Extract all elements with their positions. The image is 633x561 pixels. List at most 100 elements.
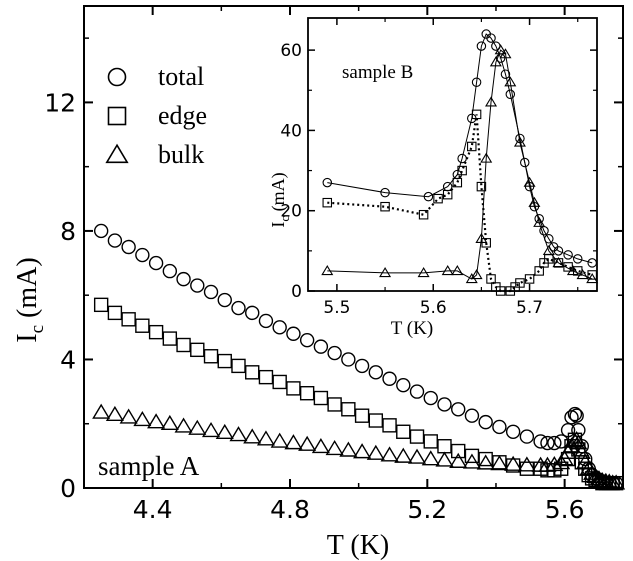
point-edge: [93, 297, 109, 313]
point-total: [492, 419, 507, 435]
point-edge: [409, 429, 425, 444]
point-total: [396, 377, 411, 393]
point-bulk: [105, 405, 124, 422]
x-axis-label: T (K): [327, 530, 389, 561]
inset-frame: [307, 17, 598, 292]
point-bulk: [270, 432, 289, 448]
inset-point-bulk: [499, 48, 512, 59]
point-total: [519, 429, 535, 444]
point-total: [93, 223, 109, 239]
inset-point-edge: [515, 278, 525, 288]
point-total: [162, 263, 178, 279]
point-total: [258, 313, 274, 329]
x-tick-label: 5.6: [545, 495, 585, 524]
inset-point-bulk: [528, 196, 541, 207]
inset-point-bulk: [475, 232, 488, 243]
point-edge: [272, 374, 287, 390]
legend: total edge bulk: [105, 62, 207, 169]
point-total: [533, 434, 548, 449]
x-tick-label: 4.8: [270, 495, 310, 524]
inset-point-total: [471, 77, 482, 87]
point-bulk: [298, 435, 317, 451]
point-total: [135, 247, 150, 263]
point-total: [190, 278, 205, 293]
point-edge: [162, 331, 178, 346]
point-total: [327, 345, 342, 361]
point-bulk: [607, 474, 626, 490]
point-total: [368, 365, 384, 380]
x-tick-label: 4.4: [133, 495, 173, 524]
inset-point-bulk: [441, 265, 454, 276]
point-total: [478, 414, 493, 430]
point-edge: [354, 408, 370, 423]
point-edge: [382, 418, 397, 433]
point-total: [554, 434, 569, 449]
inset-point-bulk: [417, 267, 430, 278]
point-total: [547, 435, 562, 451]
legend-label-edge: edge: [158, 101, 207, 130]
point-edge: [423, 434, 438, 449]
point-bulk: [243, 428, 262, 444]
inset-point-bulk: [586, 273, 599, 284]
inset-point-total: [505, 89, 516, 100]
point-total: [299, 332, 315, 348]
inset-point-edge: [380, 201, 390, 212]
point-total: [217, 292, 232, 308]
series-bulk: [92, 403, 626, 490]
point-edge: [299, 386, 315, 401]
point-total: [354, 358, 370, 374]
point-bulk: [256, 430, 275, 446]
legend-label-bulk: bulk: [158, 140, 204, 169]
point-total: [540, 435, 555, 451]
point-total: [286, 326, 301, 341]
point-edge: [478, 451, 493, 467]
inset-point-total: [553, 246, 564, 256]
inset-point-bulk: [321, 265, 334, 276]
point-total: [437, 397, 452, 412]
point-total: [121, 239, 136, 255]
inset-point-bulk: [533, 216, 546, 227]
point-bulk: [147, 413, 166, 429]
inset-point-total: [322, 177, 333, 188]
point-bulk: [92, 403, 111, 419]
point-total: [176, 271, 191, 287]
point-edge: [190, 342, 205, 358]
point-total: [423, 390, 438, 406]
point-edge: [313, 390, 329, 406]
point-bulk: [366, 444, 385, 460]
point-total: [231, 300, 246, 316]
point-bulk: [490, 455, 509, 471]
inset-point-bulk: [504, 76, 517, 87]
inset-y-axis-label-main: I: [268, 222, 288, 228]
inset-point-edge: [322, 197, 333, 208]
point-edge: [505, 458, 521, 473]
inset-y-tick-label: 60: [280, 41, 302, 61]
point-bulk: [517, 456, 536, 472]
point-edge: [437, 439, 452, 454]
point-total: [567, 406, 583, 422]
point-edge: [245, 365, 260, 380]
inset-y-tick-label: 40: [280, 121, 302, 141]
point-total: [341, 352, 356, 367]
inset-point-edge: [486, 274, 496, 284]
inset-point-bulk: [485, 96, 498, 107]
inset-point-total: [563, 250, 573, 260]
inset-plot: 5.5 5.6 5.7 0 20 40 60 T (K) Ic (mA) sample B: [268, 17, 599, 339]
inset-point-bulk: [576, 269, 589, 280]
point-bulk: [133, 411, 152, 427]
point-total: [313, 339, 329, 354]
y-tick-label: 4: [60, 345, 76, 374]
point-bulk: [569, 434, 588, 450]
point-total: [107, 233, 123, 248]
point-edge: [258, 369, 274, 385]
y-tick-label: 12: [44, 88, 76, 117]
legend-label-total: total: [158, 62, 204, 91]
inset-point-total: [500, 69, 511, 79]
point-bulk: [215, 423, 234, 440]
point-bulk: [311, 438, 330, 454]
y-tick-label: 0: [60, 474, 76, 503]
inset-y-axis-label: Ic (mA): [268, 172, 292, 227]
point-edge: [217, 353, 232, 369]
inset-point-edge: [418, 209, 429, 220]
point-edge: [203, 349, 219, 364]
